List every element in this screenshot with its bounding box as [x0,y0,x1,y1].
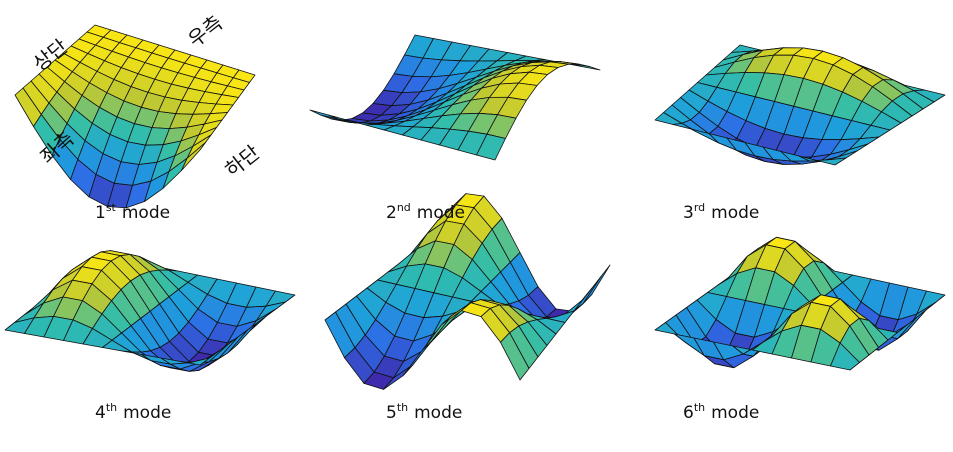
mode-number: 5 [386,403,397,423]
mode-caption: 6th mode [683,401,759,423]
mode-caption: 1st mode [95,201,170,223]
mode-number: 4 [95,403,106,423]
mode-caption: 4th mode [95,401,171,423]
mode-text: mode [711,403,759,423]
mode-caption: 2nd mode [386,201,465,223]
mode-number: 2 [386,203,397,223]
mode-suffix: rd [694,201,705,214]
mode-text: mode [711,203,759,223]
mode-suffix: st [106,201,117,214]
mode-number: 3 [683,203,694,223]
surface-cell [500,332,530,381]
mode-suffix: th [694,401,705,414]
mode-text: mode [417,203,465,223]
mode-text: mode [123,403,171,423]
mode-caption: 3rd mode [683,201,759,223]
mode-caption: 5th mode [386,401,462,423]
mode-number: 1 [95,203,106,223]
mode-text: mode [122,203,170,223]
surface-cell [180,357,210,366]
surface-cell [830,342,860,371]
mode-suffix: th [106,401,117,414]
edge-label: 하단 [220,140,264,182]
surface-cell [816,157,847,166]
mode-number: 6 [683,403,694,423]
mode-text: mode [414,403,462,423]
mode-suffix: th [397,401,408,414]
surfaces [4,24,946,390]
surface-cell [476,133,506,161]
edge-label: 우측 [183,10,227,52]
mode-suffix: nd [397,201,411,214]
surface-cell [181,142,206,171]
